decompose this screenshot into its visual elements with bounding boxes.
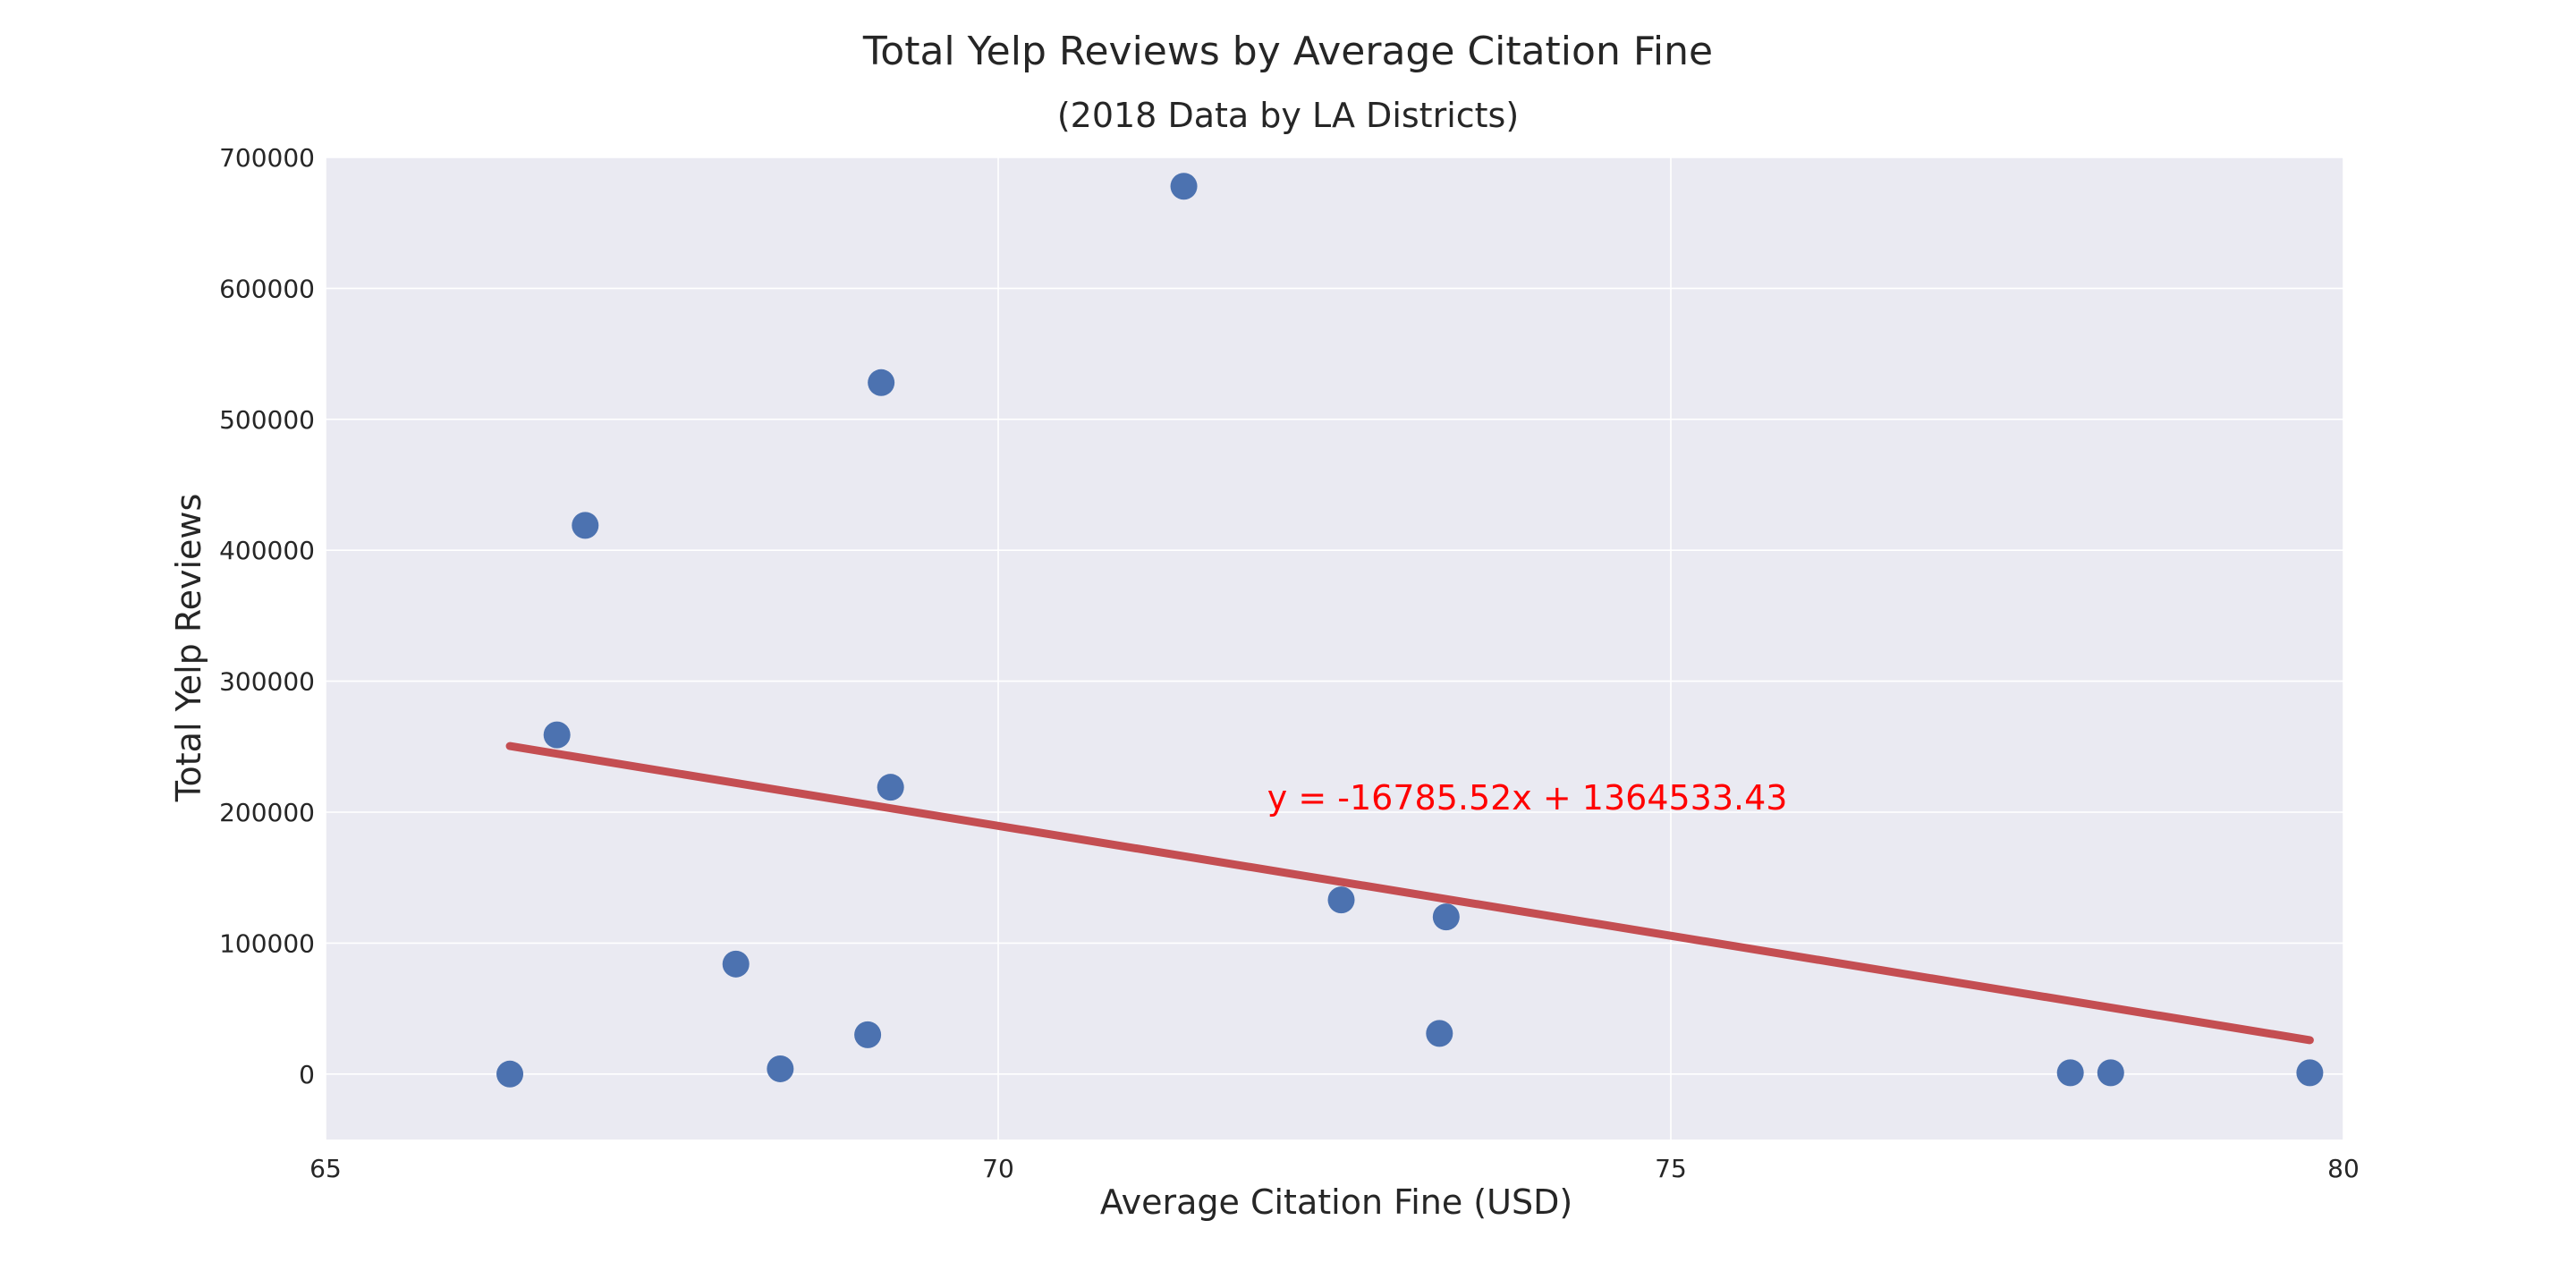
data-points <box>496 173 2324 1088</box>
data-point <box>854 1021 882 1048</box>
y-axis-label: Total Yelp Reviews <box>169 494 208 803</box>
data-point <box>767 1055 794 1082</box>
data-point <box>1170 173 1198 200</box>
x-tick-label: 70 <box>982 1154 1014 1183</box>
y-tick-label: 0 <box>299 1060 315 1089</box>
x-tick-label: 65 <box>309 1154 342 1183</box>
data-point <box>722 950 750 978</box>
y-tick-label: 200000 <box>219 798 315 827</box>
data-point <box>1327 886 1355 914</box>
data-point <box>543 721 571 749</box>
y-tick-label: 600000 <box>219 274 315 303</box>
chart-title: Total Yelp Reviews by Average Citation F… <box>862 29 1713 74</box>
regression-line <box>505 741 2314 1045</box>
y-tick-label: 300000 <box>219 667 315 697</box>
data-point <box>877 774 904 801</box>
x-tick-labels: 65 70 75 80 <box>309 1154 2360 1183</box>
data-point <box>1432 903 1460 931</box>
data-point <box>496 1060 524 1088</box>
x-tick-label: 80 <box>2327 1154 2360 1183</box>
y-tick-label: 100000 <box>219 928 315 958</box>
data-point <box>2056 1059 2084 1087</box>
data-point <box>2097 1059 2124 1087</box>
data-point <box>1426 1020 1453 1047</box>
y-tick-label: 400000 <box>219 536 315 565</box>
y-tick-label: 700000 <box>219 143 315 173</box>
regression-equation: y = -16785.52x + 1364533.43 <box>1267 778 1788 818</box>
y-tick-labels: 0 100000 200000 300000 400000 500000 600000 700… <box>219 143 315 1089</box>
grid-lines <box>325 157 2344 1140</box>
x-axis-label: Average Citation Fine (USD) <box>1100 1182 1572 1222</box>
data-point <box>2296 1059 2324 1087</box>
x-tick-label: 75 <box>1655 1154 1687 1183</box>
data-point <box>868 369 895 396</box>
y-tick-label: 500000 <box>219 405 315 435</box>
plot-area <box>326 157 2343 1140</box>
chart-subtitle: (2018 Data by LA Districts) <box>1057 96 1519 135</box>
data-point <box>572 512 599 539</box>
